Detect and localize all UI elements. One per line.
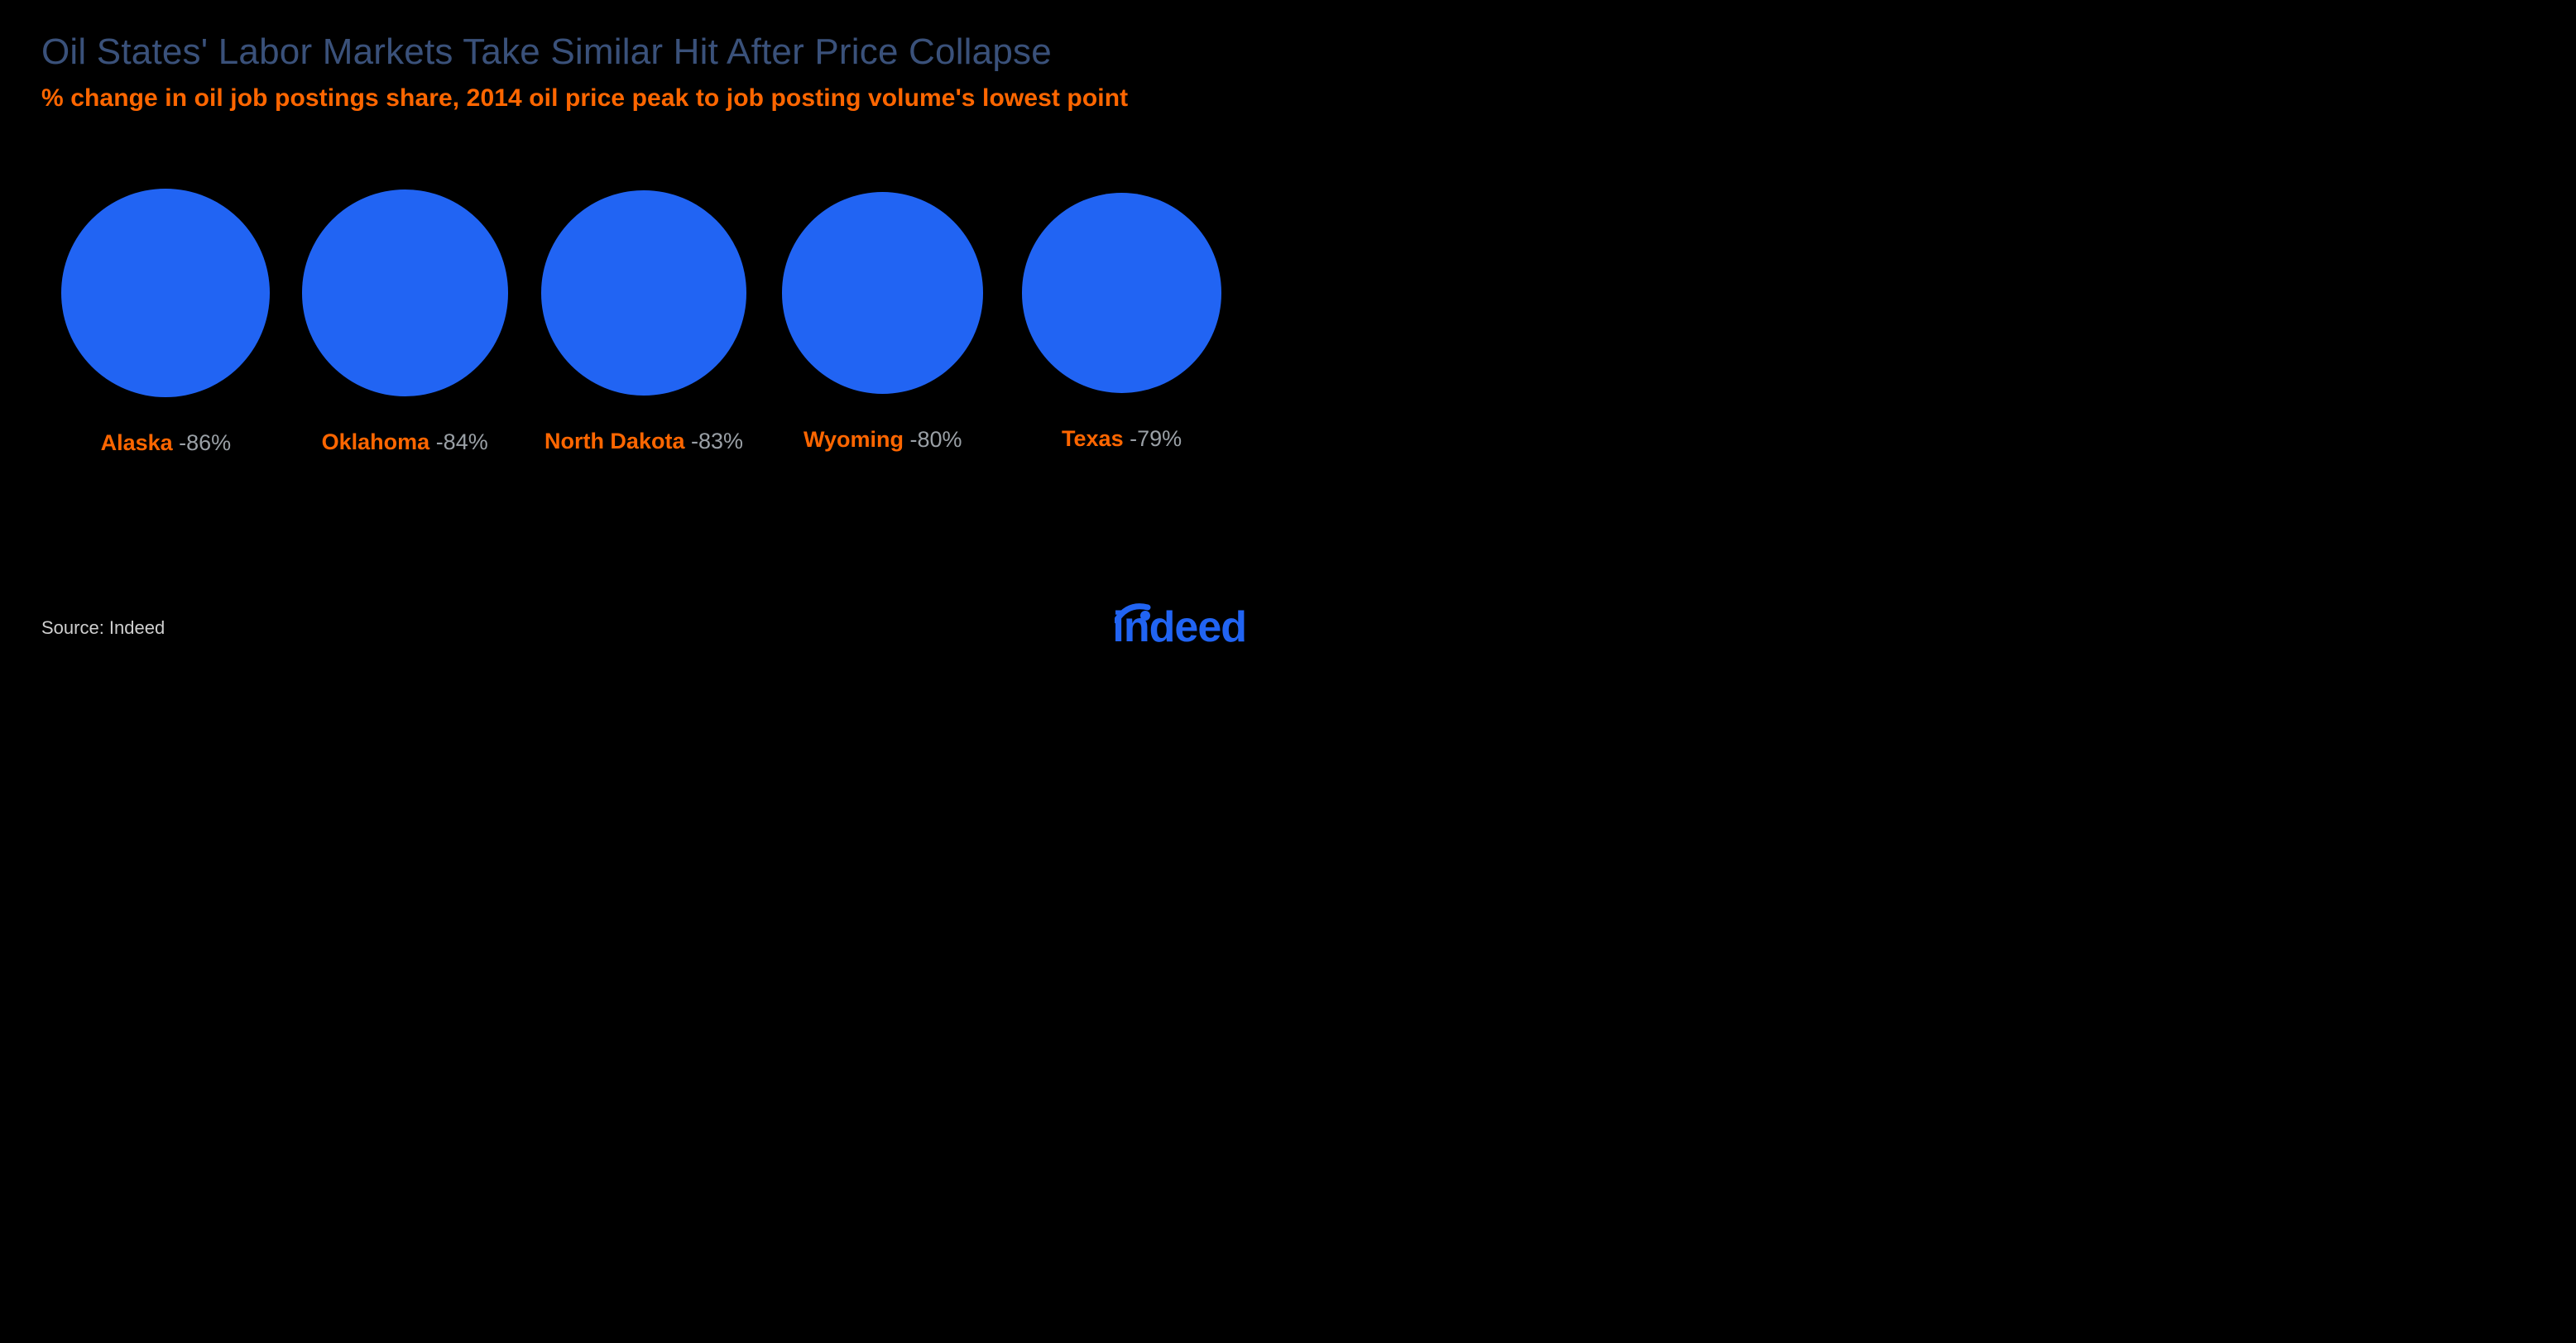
circle-label: Alaska -86% (101, 430, 232, 456)
circle-cell: Alaska -86% (46, 189, 285, 456)
state-value: -83% (684, 429, 743, 453)
data-circle (61, 189, 270, 397)
data-circle (541, 190, 746, 396)
state-value: -80% (904, 427, 962, 452)
state-value: -86% (173, 430, 232, 455)
circle-label: Texas -79% (1062, 426, 1182, 452)
infographic-container: Oil States' Labor Markets Take Similar H… (0, 0, 1288, 672)
circle-label: North Dakota -83% (544, 429, 743, 454)
circle-cell: North Dakota -83% (525, 190, 764, 454)
state-name: North Dakota (544, 429, 685, 453)
circle-label: Oklahoma -84% (322, 429, 488, 455)
data-circle (1022, 193, 1222, 393)
state-name: Alaska (101, 430, 173, 455)
circle-cell: Wyoming -80% (763, 192, 1002, 452)
state-value: -84% (429, 429, 488, 454)
data-circle (782, 192, 983, 393)
indeed-logo: indeed (1112, 606, 1246, 649)
chart-subtitle: % change in oil job postings share, 2014… (41, 84, 1246, 113)
state-name: Wyoming (804, 427, 904, 452)
circle-cell: Oklahoma -84% (285, 189, 525, 454)
indeed-logo-swoosh-icon (1115, 601, 1151, 626)
chart-title: Oil States' Labor Markets Take Similar H… (41, 31, 1246, 73)
circle-label: Wyoming -80% (804, 427, 962, 453)
state-name: Oklahoma (322, 429, 430, 454)
data-circle (302, 189, 508, 396)
state-value: -79% (1124, 426, 1182, 451)
circle-chart-row: Alaska -86% Oklahoma -84% North Dakota -83… (41, 189, 1246, 456)
circle-cell: Texas -79% (1002, 193, 1241, 452)
source-attribution: Source: Indeed (41, 617, 165, 639)
state-name: Texas (1062, 426, 1124, 451)
